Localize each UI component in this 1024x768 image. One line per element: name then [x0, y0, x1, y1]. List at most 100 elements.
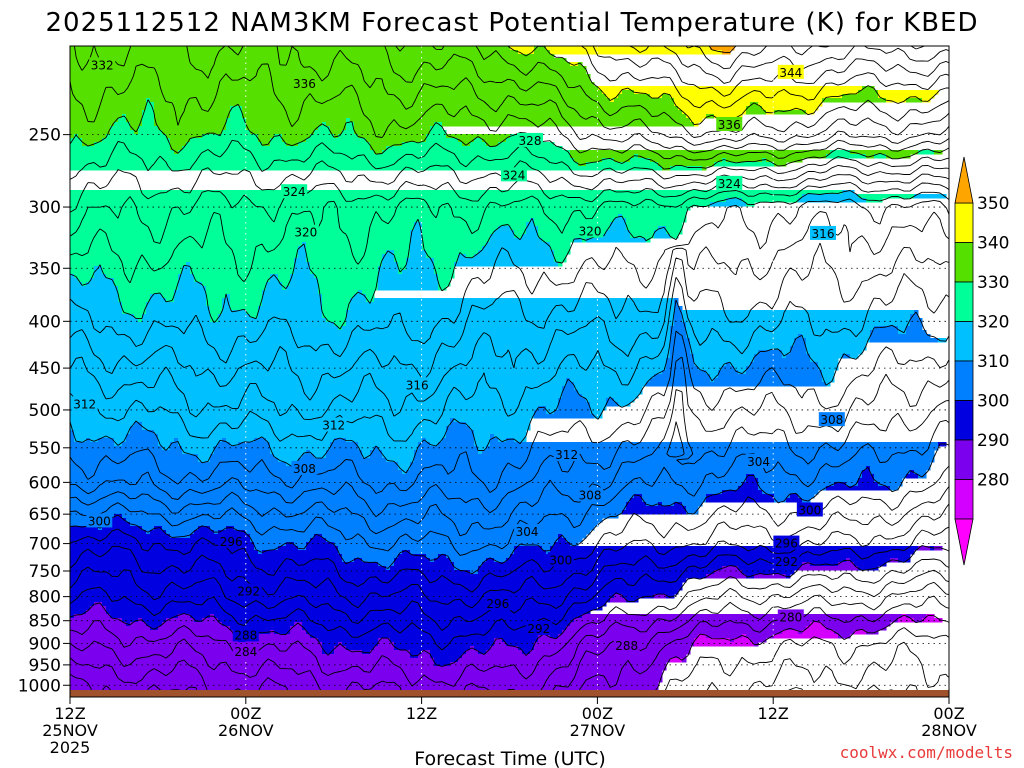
theta-cell	[78, 134, 107, 139]
contour-label-bg	[553, 446, 580, 461]
contour-label: 304	[516, 525, 539, 539]
theta-cell	[626, 218, 687, 223]
theta-cell	[254, 542, 287, 547]
theta-cell	[418, 654, 431, 659]
theta-cell	[458, 658, 671, 663]
theta-cell	[438, 554, 447, 559]
theta-cell	[154, 430, 447, 435]
theta-cell	[430, 654, 463, 659]
theta-cell	[246, 118, 347, 123]
theta-cell	[682, 314, 911, 319]
theta-cell	[70, 558, 343, 563]
theta-cell	[346, 318, 675, 323]
theta-cell	[914, 470, 927, 475]
contour-312	[70, 273, 949, 442]
theta-cell	[134, 314, 143, 319]
theta-cell	[826, 486, 891, 491]
theta-cell	[70, 190, 843, 195]
theta-cell	[746, 370, 823, 375]
colorbar-band-310	[954, 321, 974, 362]
contour-label-bg	[232, 627, 259, 642]
theta-cell	[166, 618, 195, 623]
y-tick-label: 900	[29, 634, 61, 654]
theta-cell	[694, 354, 755, 359]
contour-label: 288	[615, 639, 638, 653]
theta-cell	[398, 262, 407, 267]
theta-cell	[654, 234, 671, 239]
theta-cell	[202, 134, 259, 139]
contour-label: 316	[812, 227, 835, 241]
theta-cell	[538, 230, 607, 235]
theta-cell	[174, 294, 207, 299]
theta-cell	[70, 582, 683, 587]
theta-cell	[70, 262, 187, 267]
contour-label-bg	[218, 533, 245, 548]
theta-cell	[290, 630, 307, 635]
contour-310	[70, 299, 949, 474]
contour-306	[70, 356, 949, 518]
theta-cell	[878, 94, 935, 99]
theta-cell	[70, 426, 131, 431]
colorbar-label: 320	[977, 313, 1009, 333]
theta-cell	[70, 314, 135, 319]
theta-cell	[154, 122, 227, 127]
theta-cell	[514, 234, 523, 239]
theta-cell	[582, 614, 903, 619]
theta-cell	[486, 446, 939, 451]
theta-cell	[806, 110, 815, 115]
theta-cell	[610, 226, 627, 231]
theta-cell	[666, 358, 695, 363]
theta-cell	[322, 646, 335, 651]
theta-cell	[254, 438, 267, 443]
theta-cell	[762, 106, 819, 111]
theta-cell	[290, 626, 303, 631]
theta-cell	[698, 366, 723, 371]
theta-cell	[510, 554, 911, 559]
contour-330	[70, 99, 949, 170]
theta-cell	[190, 270, 295, 275]
theta-cell	[190, 614, 211, 619]
theta-cell	[906, 326, 923, 331]
theta-cell	[530, 650, 691, 655]
theta-cell	[122, 442, 159, 447]
theta-cell	[126, 114, 143, 119]
theta-cell	[842, 354, 851, 359]
theta-cell	[446, 434, 475, 439]
theta-cell	[150, 98, 611, 103]
theta-cell	[418, 446, 479, 451]
theta-cell	[654, 230, 667, 235]
theta-cell	[934, 546, 943, 551]
theta-cell	[870, 466, 931, 471]
theta-cell	[70, 206, 691, 211]
theta-cell	[142, 314, 211, 319]
theta-cell	[402, 550, 411, 555]
theta-cell	[70, 154, 571, 159]
theta-cell	[114, 282, 179, 287]
theta-cell	[358, 442, 419, 447]
theta-cell	[498, 226, 511, 231]
contour-label-bg	[810, 225, 837, 240]
theta-cell	[326, 122, 347, 127]
theta-cell	[906, 614, 927, 619]
theta-cell	[362, 450, 371, 455]
theta-cell	[742, 198, 799, 203]
theta-cell	[218, 442, 231, 447]
theta-cell	[546, 406, 559, 411]
theta-cell	[422, 242, 487, 247]
theta-cell	[70, 442, 115, 447]
theta-cell	[426, 250, 479, 255]
theta-cell	[70, 354, 671, 359]
theta-cell	[534, 50, 551, 55]
theta-cell	[742, 570, 795, 575]
theta-cell	[314, 274, 379, 279]
theta-cell	[70, 418, 451, 423]
theta-cell	[70, 578, 687, 583]
colorbar-label: 330	[977, 273, 1009, 293]
theta-cell	[70, 254, 299, 259]
theta-cell	[70, 350, 671, 355]
theta-cell	[222, 622, 295, 627]
theta-cell	[434, 270, 455, 275]
theta-cell	[190, 266, 295, 271]
theta-cell	[406, 262, 435, 267]
theta-cell	[482, 562, 803, 567]
